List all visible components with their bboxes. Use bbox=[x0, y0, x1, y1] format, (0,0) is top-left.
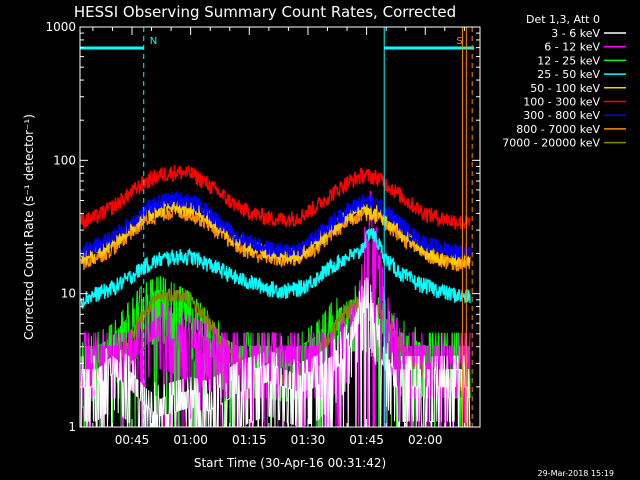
y-axis-label: Corrected Count Rate (s⁻¹ detector⁻¹) bbox=[22, 114, 36, 340]
x-tick-label-00:45: 00:45 bbox=[115, 433, 150, 447]
x-tick-label-01:45: 01:45 bbox=[349, 433, 384, 447]
annotation-label-n: N bbox=[150, 36, 157, 47]
series-line-6 bbox=[80, 191, 471, 260]
x-axis: 00:45 01:00 01:15 01:30 01:45 02:00 bbox=[92, 27, 465, 447]
legend-label-4: 50 - 100 keV bbox=[530, 82, 600, 95]
legend-label-3: 25 - 50 keV bbox=[537, 68, 600, 81]
legend-label-8: 7000 - 20000 keV bbox=[502, 137, 600, 150]
x-tick-label-01:30: 01:30 bbox=[291, 433, 326, 447]
x-tick-label-02:00: 02:00 bbox=[408, 433, 443, 447]
legend-label-0: 3 - 6 keV bbox=[551, 27, 600, 40]
y-tick-label-1000: 1000 bbox=[45, 20, 76, 34]
footer-timestamp: 29-Mar-2018 15:19 bbox=[538, 469, 615, 478]
legend-label-5: 100 - 300 keV bbox=[523, 96, 600, 109]
plot-frame bbox=[79, 26, 481, 428]
series-line-5 bbox=[80, 165, 471, 230]
chart-title: HESSI Observing Summary Count Rates, Cor… bbox=[74, 3, 456, 21]
legend-label-2: 12 - 25 keV bbox=[537, 54, 600, 67]
y-tick-label-100: 100 bbox=[53, 153, 76, 167]
x-axis-label: Start Time (30-Apr-16 00:31:42) bbox=[194, 456, 386, 470]
legend-label-7: 800 - 7000 keV bbox=[516, 123, 600, 136]
series-line-0 bbox=[80, 277, 471, 427]
series-6-12kev bbox=[80, 190, 471, 427]
series-layer bbox=[80, 165, 471, 427]
y-axis: 1 10 100 1000 bbox=[45, 20, 480, 434]
annotation-label-s: S bbox=[456, 36, 462, 47]
legend-header: Det 1,3, Att 0 bbox=[526, 13, 600, 26]
series-3-6kev bbox=[80, 277, 471, 427]
series-line-1 bbox=[80, 190, 471, 427]
y-tick-label-10: 10 bbox=[61, 287, 76, 301]
x-tick-label-01:00: 01:00 bbox=[173, 433, 208, 447]
y-tick-label-1: 1 bbox=[68, 420, 76, 434]
series-line-3 bbox=[80, 227, 471, 310]
legend-label-1: 6 - 12 keV bbox=[544, 41, 600, 54]
series-300-800kev bbox=[80, 191, 471, 260]
x-tick-label-01:15: 01:15 bbox=[232, 433, 267, 447]
legend-label-6: 300 - 800 keV bbox=[523, 109, 600, 122]
series-100-300kev bbox=[80, 165, 471, 230]
series-25-50kev bbox=[80, 227, 471, 310]
